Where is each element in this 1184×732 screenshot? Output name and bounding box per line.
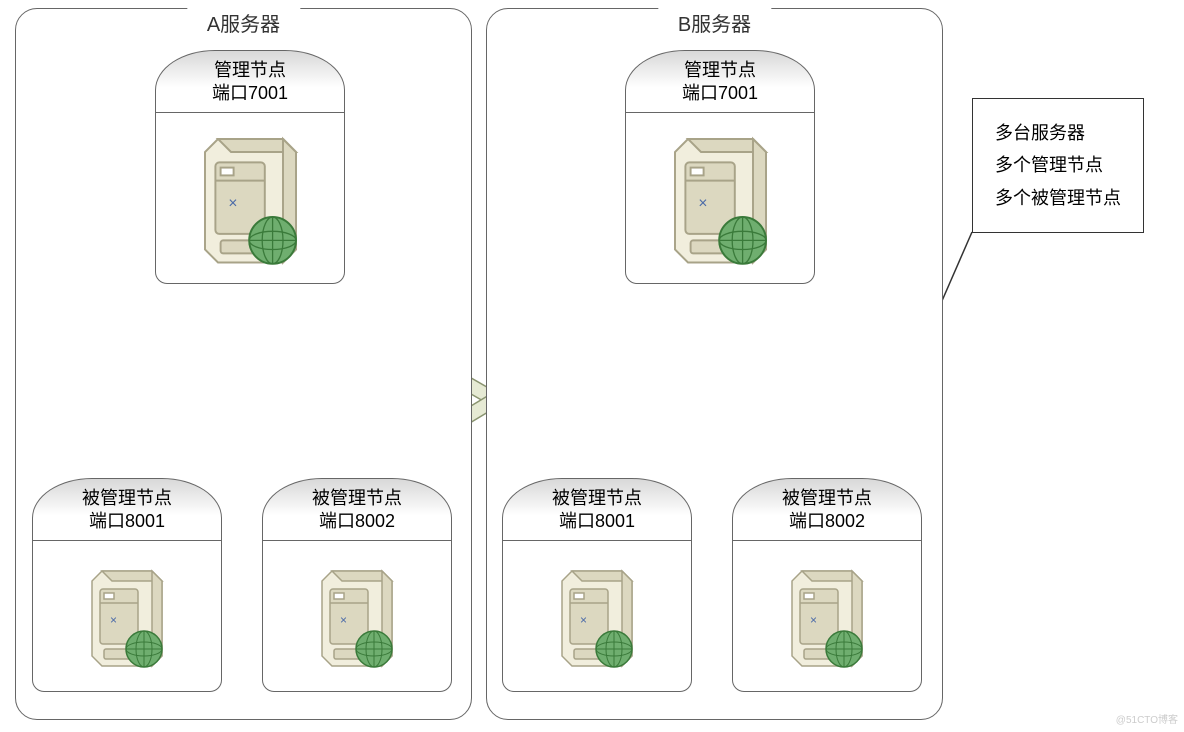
node-title-2: 端口8001 [503,510,691,533]
info-line: 多个管理节点 [995,149,1121,181]
info-box-pointer [938,232,972,310]
server-icon: × [192,126,309,269]
node: 被管理节点端口8002 × [262,478,452,692]
node: 被管理节点端口8002 × [732,478,922,692]
node-title-1: 被管理节点 [782,488,872,508]
node: 被管理节点端口8001 × [502,478,692,692]
node-header: 管理节点端口7001 [155,50,345,112]
info-line: 多个被管理节点 [995,182,1121,214]
node: 被管理节点端口8001 × [32,478,222,692]
node-title-1: 被管理节点 [552,488,642,508]
node-body: × [502,540,692,692]
svg-text:×: × [110,613,117,627]
node-body: × [732,540,922,692]
node-title-2: 端口7001 [156,82,344,105]
svg-text:×: × [580,613,587,627]
node-body: × [625,112,815,284]
svg-text:×: × [340,613,347,627]
server-icon: × [662,126,779,269]
group-title: B服务器 [658,8,771,37]
node-body: × [262,540,452,692]
svg-text:×: × [228,195,237,212]
server-icon: × [312,561,402,671]
server-icon: × [552,561,642,671]
node-title-2: 端口8001 [33,510,221,533]
server-icon: × [782,561,872,671]
node-header: 被管理节点端口8002 [262,478,452,540]
svg-text:×: × [810,613,817,627]
node-body: × [32,540,222,692]
node-title-1: 管理节点 [684,60,756,80]
node: 管理节点端口7001 × [625,50,815,284]
info-line: 多台服务器 [995,117,1121,149]
node-body: × [155,112,345,284]
node-title-1: 被管理节点 [82,488,172,508]
node: 管理节点端口7001 × [155,50,345,284]
node-title-2: 端口7001 [626,82,814,105]
node-title-1: 被管理节点 [312,488,402,508]
node-header: 管理节点端口7001 [625,50,815,112]
svg-text:×: × [698,195,707,212]
node-title-1: 管理节点 [214,60,286,80]
node-title-2: 端口8002 [733,510,921,533]
server-icon: × [82,561,172,671]
node-header: 被管理节点端口8001 [32,478,222,540]
group-title: A服务器 [187,8,300,37]
node-header: 被管理节点端口8002 [732,478,922,540]
info-box: 多台服务器多个管理节点多个被管理节点 [972,98,1144,233]
node-title-2: 端口8002 [263,510,451,533]
node-header: 被管理节点端口8001 [502,478,692,540]
watermark: @51CTO博客 [1116,711,1178,726]
